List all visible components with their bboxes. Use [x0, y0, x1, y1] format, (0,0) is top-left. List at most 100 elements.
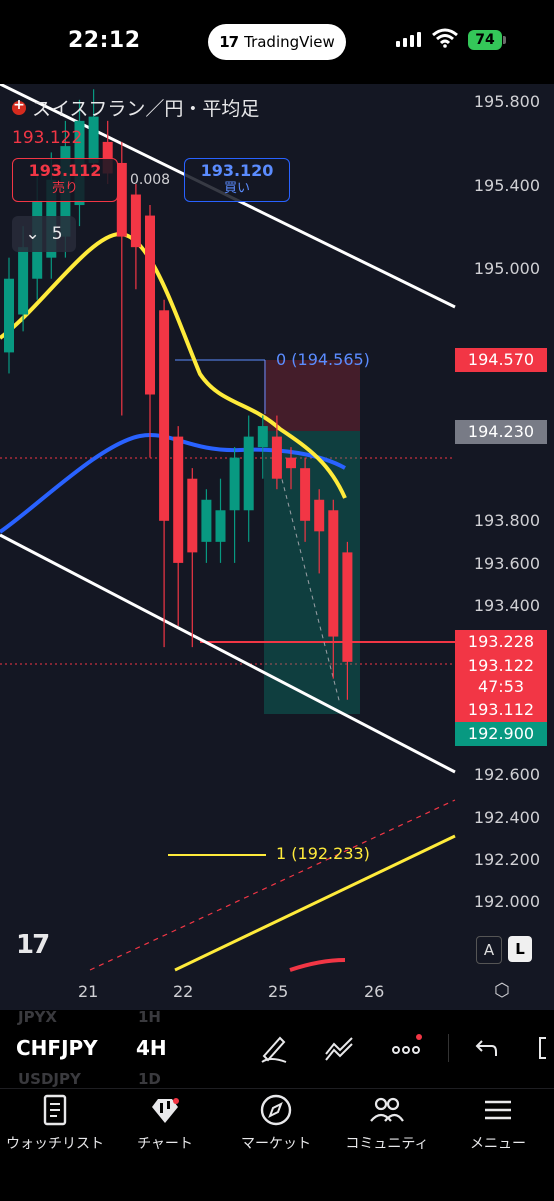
nav-market-label: マーケット — [241, 1136, 311, 1152]
status-bar: 22:12 17 TradingView 74 — [0, 0, 554, 84]
candle-body — [102, 141, 113, 174]
sell-button[interactable]: 193.112 売り — [12, 158, 118, 202]
candle-body — [159, 310, 170, 521]
next-timeframe-ghost: 1D — [138, 1070, 161, 1088]
more-icon[interactable] — [388, 1030, 424, 1066]
quantity-value: 5 — [51, 224, 63, 244]
chart-icon — [152, 1098, 179, 1123]
nav-chart[interactable]: チャート — [110, 1089, 220, 1153]
symbol-toolbar: JPYX 1H CHFJPY 4H USDJPY 1D — [0, 1010, 554, 1088]
wifi-icon — [432, 28, 458, 48]
fib-level-0-label: 0 (194.565) — [276, 350, 370, 369]
candle-body — [145, 215, 155, 395]
indicator-icon[interactable] — [322, 1030, 358, 1066]
time-axis-label: 26 — [364, 982, 385, 1001]
candle-body — [314, 499, 325, 532]
fib-level-1-label: 1 (192.233) — [276, 844, 370, 863]
candle-body — [229, 457, 240, 511]
nav-community[interactable]: コミュニティ — [332, 1089, 442, 1153]
swiss-flag-icon — [12, 97, 26, 115]
candle-body — [243, 436, 254, 511]
price-axis-label: 192.600 — [473, 765, 540, 784]
auto-scale-button[interactable]: A — [476, 936, 502, 964]
entry-price-tag: 194.230 — [455, 420, 547, 444]
symbol-selector[interactable]: CHFJPY — [16, 1036, 98, 1060]
battery-icon: 74 — [468, 30, 502, 50]
bid-price-tag: 193.112 — [455, 698, 547, 722]
chart-settings-icon[interactable]: ⬡ — [494, 980, 510, 1001]
buy-label: 買い — [223, 181, 250, 196]
nav-menu[interactable]: メニュー — [443, 1089, 553, 1153]
current-price-value: 193.122 — [467, 656, 535, 675]
candle-body — [271, 436, 282, 479]
red-dashed-trend-line — [89, 799, 456, 971]
price-axis-label: 192.400 — [473, 808, 540, 827]
buy-price: 193.120 — [200, 161, 274, 180]
chart-canvas[interactable] — [0, 84, 554, 1010]
tradingview-logo-icon: 17 — [219, 33, 239, 51]
price-axis-label: 195.800 — [473, 92, 540, 111]
chevron-down-icon: ⌄ — [25, 224, 40, 244]
quantity-selector[interactable]: ⌄ 5 — [12, 216, 76, 252]
prev-timeframe-ghost: 1H — [138, 1010, 161, 1026]
battery-cap — [503, 36, 506, 44]
undo-icon[interactable] — [468, 1030, 504, 1066]
symbol-title[interactable]: スイスフラン／円・平均足 — [12, 94, 259, 121]
lower-channel-line — [0, 533, 456, 774]
projection-dashed-line — [277, 463, 341, 705]
candle-body — [201, 499, 212, 542]
ema-fast-line — [0, 231, 347, 499]
candle-body — [116, 162, 127, 237]
nav-market[interactable]: マーケット — [221, 1089, 331, 1153]
sell-price: 193.112 — [28, 161, 102, 180]
price-axis-label: 192.000 — [473, 892, 540, 911]
status-time: 22:12 — [68, 28, 141, 53]
nav-watchlist[interactable]: ウォッチリスト — [0, 1089, 110, 1153]
candle-body — [342, 552, 353, 662]
price-axis-label: 195.000 — [473, 259, 540, 278]
nav-watchlist-label: ウォッチリスト — [6, 1136, 104, 1152]
candle-body — [257, 426, 268, 448]
compass-icon — [260, 1094, 292, 1126]
tradingview-pill[interactable]: 17 TradingView — [208, 24, 346, 60]
watchlist-icon — [43, 1094, 67, 1126]
candle-body — [4, 278, 14, 353]
candle-body — [328, 510, 339, 637]
stop-price-tag: 194.570 — [455, 348, 547, 372]
stop-zone — [264, 360, 360, 431]
toolbar-divider — [448, 1034, 449, 1062]
buy-button[interactable]: 193.120 買い — [184, 158, 290, 202]
candle-body — [300, 468, 311, 521]
price-axis-label: 193.400 — [473, 596, 540, 615]
nav-community-label: コミュニティ — [345, 1136, 429, 1152]
price-axis-label: 193.600 — [473, 554, 540, 573]
tradingview-watermark-icon: 17 — [16, 930, 50, 960]
target-price-tag: 192.900 — [455, 722, 547, 746]
yellow-trend-line — [174, 834, 456, 972]
candle-countdown: 47:53 — [477, 677, 525, 696]
draw-icon[interactable] — [256, 1030, 292, 1066]
nav-menu-label: メニュー — [470, 1136, 526, 1152]
candle-body — [173, 436, 184, 563]
candle-body — [187, 478, 198, 553]
line-price-tag: 193.228 — [455, 630, 547, 654]
candle-body — [130, 194, 141, 248]
prev-symbol-ghost: JPYX — [18, 1010, 58, 1026]
nav-chart-label: チャート — [137, 1136, 193, 1152]
time-axis-label: 22 — [173, 982, 194, 1001]
last-price: 193.122 — [12, 128, 83, 148]
symbol-title-text: スイスフラン／円・平均足 — [32, 98, 260, 120]
fullscreen-icon[interactable] — [530, 1030, 554, 1066]
sell-label: 売り — [51, 181, 78, 196]
log-scale-button[interactable]: L — [508, 936, 532, 962]
time-axis-label: 21 — [78, 982, 99, 1001]
next-symbol-ghost: USDJPY — [18, 1070, 81, 1088]
price-axis-label: 193.800 — [473, 511, 540, 530]
bottom-nav: ウォッチリスト チャート マーケット コミュニティ メニュ — [0, 1088, 554, 1201]
timeframe-selector[interactable]: 4H — [136, 1036, 167, 1060]
candle-body — [286, 457, 296, 469]
candle-body — [215, 510, 226, 542]
time-axis-label: 25 — [268, 982, 289, 1001]
chart-area[interactable]: スイスフラン／円・平均足 193.122 193.112 売り 0.008 19… — [0, 84, 554, 1010]
spread-value: 0.008 — [130, 172, 171, 188]
